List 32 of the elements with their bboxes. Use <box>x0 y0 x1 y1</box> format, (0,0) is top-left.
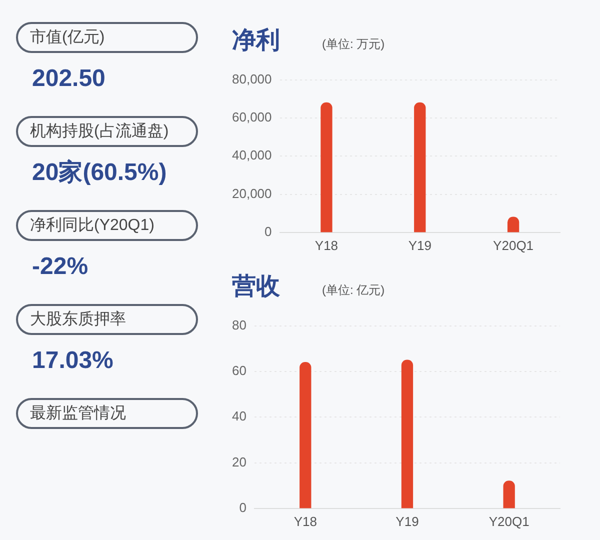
x-tick-label: Y20Q1 <box>488 514 530 529</box>
x-tick-label: Y18 <box>294 514 317 529</box>
y-tick-label: 20,000 <box>232 186 272 201</box>
bar <box>300 362 312 508</box>
chart-title: 营收 <box>232 272 280 302</box>
x-tick-label: Y19 <box>396 514 419 529</box>
y-tick-label: 80 <box>232 317 246 332</box>
chart-title: 净利 <box>232 26 280 56</box>
y-tick-label: 60 <box>232 363 246 378</box>
y-tick-label: 0 <box>264 224 272 239</box>
bar <box>503 480 515 508</box>
category-label: 机构持股(占流通盘) <box>16 116 198 147</box>
bar <box>401 360 414 508</box>
category-label: 市值(亿元) <box>16 22 198 53</box>
y-tick-label: 40 <box>232 408 246 424</box>
chart-subtitle: (单位: 万元) <box>322 36 385 53</box>
category-label: 大股东质押率 <box>16 304 198 335</box>
y-tick-label: 40,000 <box>232 148 272 163</box>
y-tick-label: 20 <box>232 454 246 470</box>
x-tick-label: Y19 <box>408 238 432 253</box>
x-tick-label: Y20Q1 <box>493 238 534 253</box>
category-label: 净利同比(Y20Q1) <box>16 210 198 241</box>
text: 17.03% <box>32 347 114 374</box>
y-tick-label: 0 <box>239 500 246 515</box>
category-label: 最新监管情况 <box>16 398 198 429</box>
text: 202.50 <box>32 65 106 92</box>
y-tick-label: 80,000 <box>232 71 272 86</box>
chart-subtitle: (单位: 亿元) <box>322 282 385 299</box>
x-tick-label: Y18 <box>314 238 338 253</box>
y-tick-label: 60,000 <box>232 110 272 125</box>
text: 20家(60.5%) <box>32 159 167 186</box>
text: -22% <box>32 253 88 280</box>
